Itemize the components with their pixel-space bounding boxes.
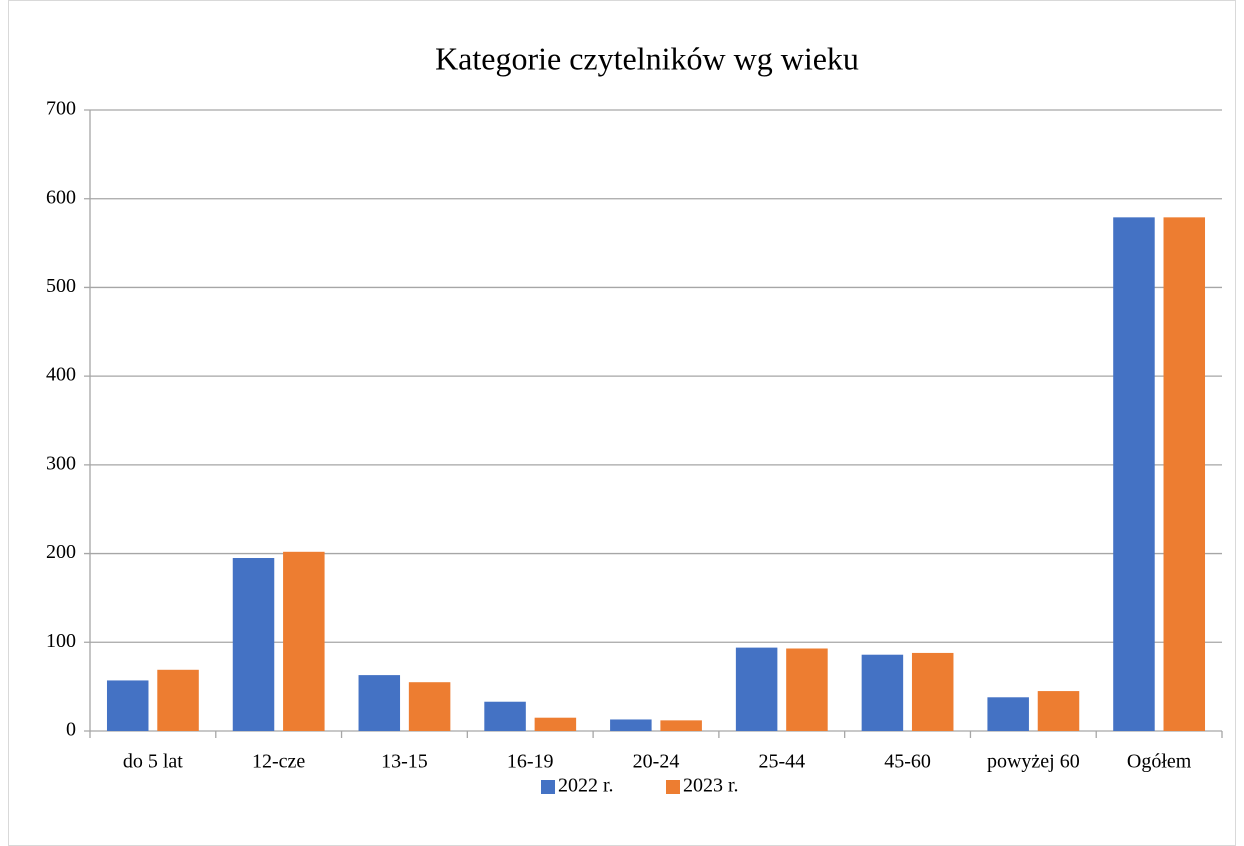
- bar: [861, 654, 904, 731]
- y-tick-label: 0: [66, 719, 76, 741]
- bar: [786, 648, 828, 731]
- bar: [735, 647, 778, 731]
- bar: [157, 669, 199, 731]
- chart-frame: [8, 0, 1236, 846]
- y-tick-label: 600: [46, 186, 76, 208]
- y-tick-label: 200: [46, 541, 76, 563]
- y-tick-label: 300: [46, 452, 76, 474]
- bar: [534, 717, 577, 731]
- x-tick-label: 16-19: [507, 751, 554, 773]
- bar: [1113, 217, 1155, 731]
- y-tick-label: 400: [46, 364, 76, 386]
- x-tick-label: 45-60: [884, 751, 931, 773]
- y-tick-label: 100: [46, 630, 76, 652]
- bar: [610, 719, 652, 731]
- y-tick-label: 500: [46, 275, 76, 297]
- bar: [484, 701, 526, 731]
- y-tick-label: 700: [46, 98, 76, 120]
- x-tick-label: 25-44: [758, 751, 805, 773]
- x-tick-label: 20-24: [633, 751, 680, 773]
- legend-swatch: [666, 780, 680, 794]
- x-tick-label: 13-15: [381, 751, 428, 773]
- x-tick-label: Ogółem: [1127, 751, 1192, 773]
- legend-label: 2022 r.: [558, 775, 614, 797]
- x-tick-label: 12-cze: [252, 751, 305, 773]
- bar: [660, 720, 702, 731]
- bar: [1163, 217, 1206, 731]
- bar: [1037, 691, 1080, 731]
- bar: [232, 558, 275, 731]
- bar: [283, 551, 325, 731]
- bar: [358, 675, 401, 731]
- bar: [911, 652, 954, 731]
- x-tick-label: powyżej 60: [987, 751, 1080, 773]
- bar: [987, 697, 1029, 731]
- bar: [106, 680, 149, 731]
- chart-title: Kategorie czytelników wg wieku: [435, 40, 859, 76]
- bar: [408, 682, 451, 731]
- legend-label: 2023 r.: [683, 775, 739, 797]
- legend-swatch: [541, 780, 555, 794]
- x-tick-label: do 5 lat: [123, 751, 183, 773]
